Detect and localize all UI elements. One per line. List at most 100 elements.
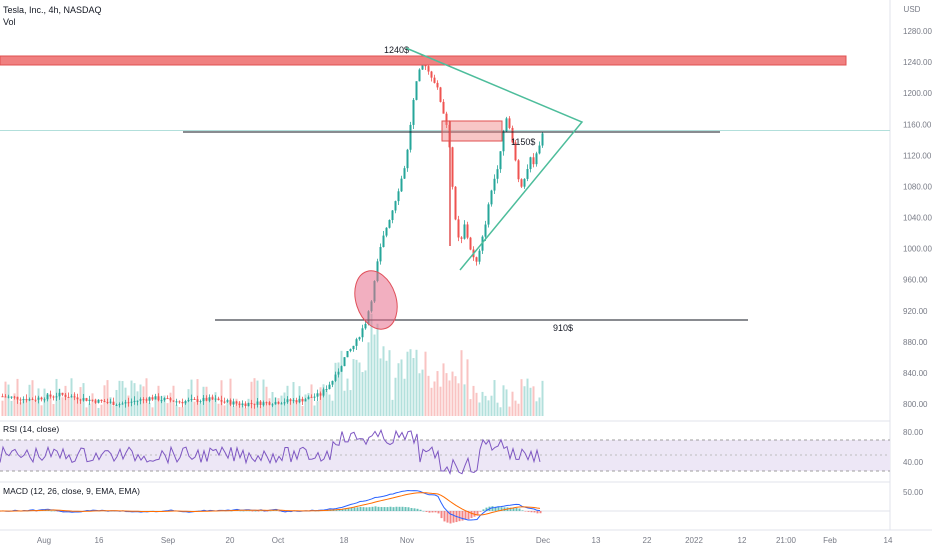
time-tick-label: 21:00: [776, 536, 797, 545]
volume-bar: [313, 405, 316, 416]
candle-body: [475, 257, 478, 262]
volume-bar: [229, 378, 232, 416]
volume-bar: [178, 407, 181, 416]
price-tick-label: 1200.00: [903, 89, 932, 98]
candle-body: [316, 393, 319, 397]
volume-bar: [40, 405, 43, 416]
macd-hist-bar: [278, 511, 281, 512]
candle-body: [463, 224, 466, 239]
time-axis[interactable]: Aug 16 Sep 20 Oct 18 Nov 15 Dec 13 22 2022 12 21:00 Fe…: [37, 536, 893, 545]
volume-bar: [25, 401, 28, 416]
supply-zone-box[interactable]: [441, 120, 503, 142]
candle-body: [469, 237, 472, 250]
macd-hist-bar: [437, 511, 440, 514]
candle-body: [358, 337, 361, 340]
price-tick-label: 880.00: [903, 338, 928, 347]
volume-bar: [508, 406, 511, 416]
candle-body: [214, 398, 217, 400]
candle-body: [283, 402, 286, 404]
macd-hist-bar: [341, 509, 344, 511]
candle-body: [49, 394, 52, 397]
price-tick-label: 1280.00: [903, 27, 932, 36]
volume-bar: [517, 403, 520, 416]
volume-bar: [451, 371, 454, 416]
candle-body: [100, 399, 103, 401]
candle-body: [106, 402, 109, 404]
candle-body: [271, 404, 274, 406]
candle-body: [223, 401, 226, 403]
candle-body: [325, 389, 328, 391]
candle-body: [457, 219, 460, 238]
volume-bar: [145, 378, 148, 416]
macd-hist-bar: [260, 510, 263, 512]
price-tick-label: 1040.00: [903, 214, 932, 223]
candle-body: [541, 133, 544, 146]
volume-bar: [397, 363, 400, 416]
volume-bar: [280, 395, 283, 416]
volume-bar: [238, 401, 241, 416]
candle-body: [157, 396, 160, 401]
volume-bar: [373, 334, 376, 416]
candle-body: [319, 393, 322, 396]
time-tick-label: 16: [95, 536, 104, 545]
volume-bar: [511, 391, 514, 416]
candle-body: [304, 399, 307, 402]
time-tick-label: 2022: [685, 536, 703, 545]
candle-body: [505, 118, 508, 132]
volume-bar: [226, 400, 229, 416]
candle-body: [115, 404, 118, 406]
candle-body: [46, 394, 49, 400]
volume-bar: [61, 397, 64, 416]
volume-bar: [355, 359, 358, 416]
candle-body: [118, 404, 121, 406]
price-axis[interactable]: 1280.00 1240.00 1200.00 1160.00 1120.00 1080.…: [0, 27, 932, 409]
volume-bar: [58, 388, 61, 416]
volume-bar: [409, 349, 412, 416]
macd-hist-bar: [533, 511, 536, 513]
macd-hist-bar: [449, 511, 452, 524]
macd-hist-bar: [479, 511, 482, 512]
candlesticks[interactable]: [1, 60, 544, 409]
volume-bar: [433, 381, 436, 416]
rsi-tick-80: 80.00: [903, 428, 924, 437]
currency-label: USD: [904, 5, 921, 14]
volume-bar: [277, 398, 280, 416]
macd-hist-bar: [494, 506, 497, 511]
rsi-tick-40: 40.00: [903, 458, 924, 467]
macd-hist-bar: [248, 510, 251, 512]
volume-bar: [418, 373, 421, 416]
macd-hist-bar: [338, 509, 341, 511]
candle-body: [499, 151, 502, 170]
candle-body: [322, 389, 325, 396]
volume-bar: [541, 380, 544, 416]
triangle-pattern[interactable]: [405, 47, 584, 271]
candle-body: [97, 399, 100, 403]
candle-body: [334, 374, 337, 381]
gap-highlight-ellipse[interactable]: [348, 265, 405, 334]
macd-hist-bar: [440, 511, 443, 519]
time-tick-label: Nov: [400, 536, 414, 545]
macd-hist-bar: [527, 511, 530, 512]
macd-hist-bar: [497, 506, 500, 511]
candle-body: [409, 124, 412, 150]
volume-bar: [529, 387, 532, 416]
candle-body: [445, 113, 448, 125]
candle-body: [34, 399, 37, 401]
macd-hist-bar: [512, 507, 515, 511]
macd-tick-50: 50.00: [903, 488, 924, 497]
candle-body: [7, 396, 10, 398]
volume-bar: [22, 399, 25, 416]
candle-body: [139, 399, 142, 401]
volume-bar: [364, 370, 367, 416]
volume-bar: [73, 393, 76, 416]
volume-bar: [250, 381, 253, 416]
macd-hist-bar: [242, 510, 245, 512]
price-tick-label: 800.00: [903, 400, 928, 409]
candle-body: [4, 396, 7, 398]
resistance-zone[interactable]: [0, 55, 847, 66]
candle-body: [253, 403, 256, 405]
volume-bar: [169, 392, 172, 416]
candle-body: [208, 397, 211, 401]
macd-label: MACD (12, 26, close, 9, EMA, EMA): [3, 486, 140, 496]
